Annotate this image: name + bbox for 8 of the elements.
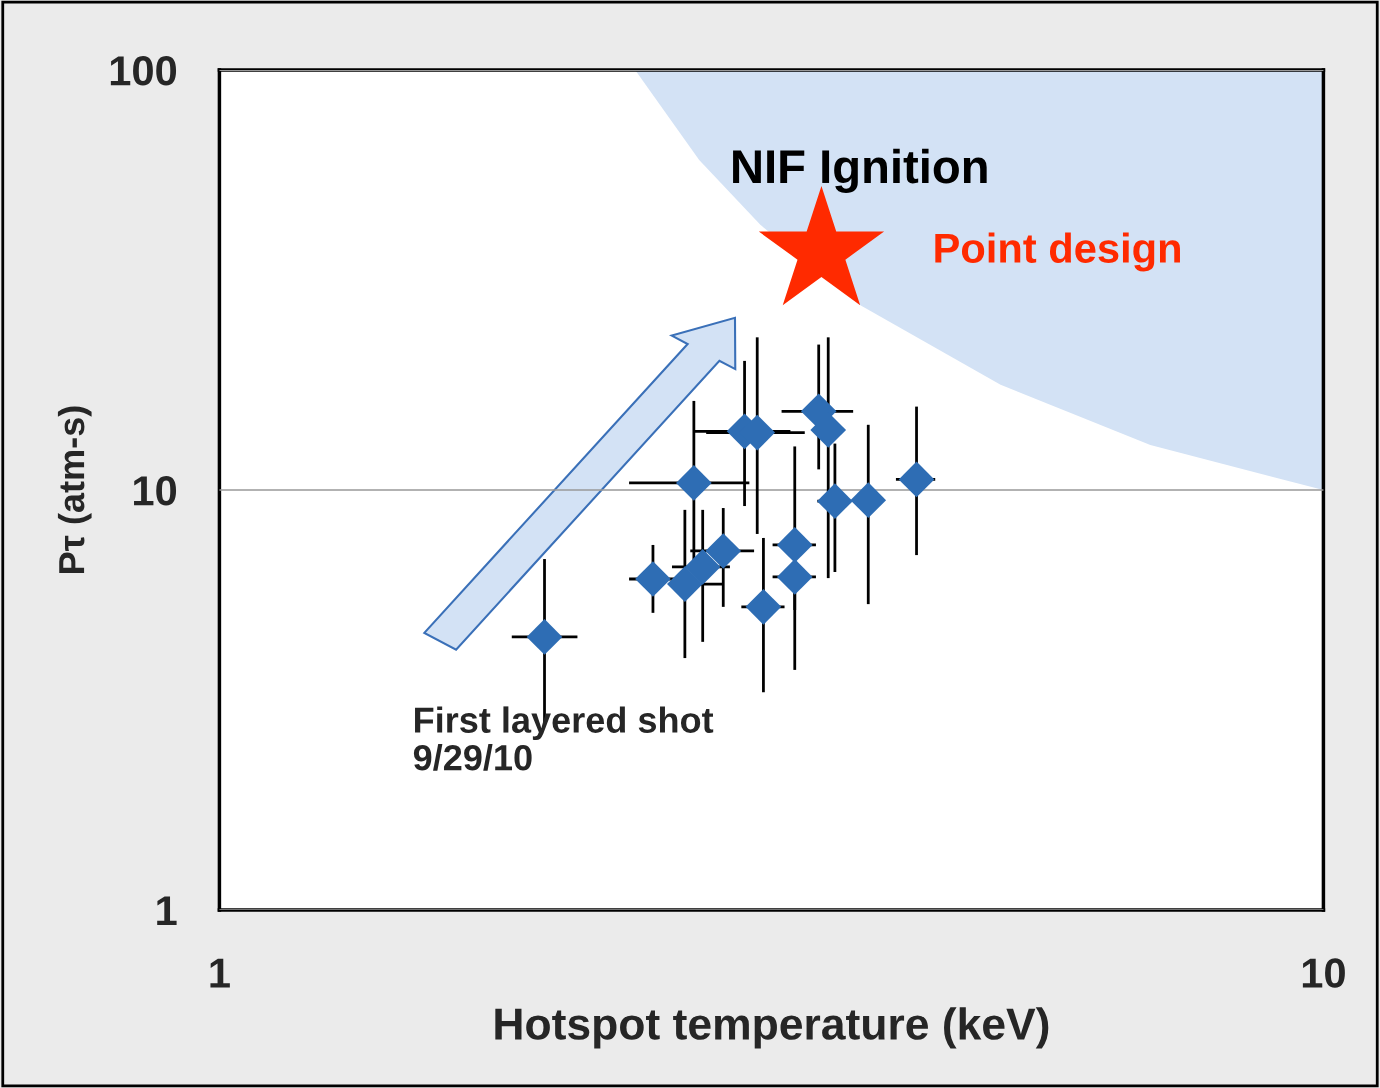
y-axis-title: Pτ (atm-s) (57, 406, 92, 573)
series-label: NIF Ignition (733, 148, 987, 193)
x-axis-title: Hotspot temperature (keV) (495, 1007, 1049, 1049)
y-tick-label: 100 (110, 56, 177, 86)
y-tick-label: 1 (157, 896, 177, 926)
y-tick-label: 10 (134, 476, 177, 506)
series-label: Point design (935, 232, 1180, 272)
annotation: First layered shot 9/29/10 (413, 706, 714, 771)
